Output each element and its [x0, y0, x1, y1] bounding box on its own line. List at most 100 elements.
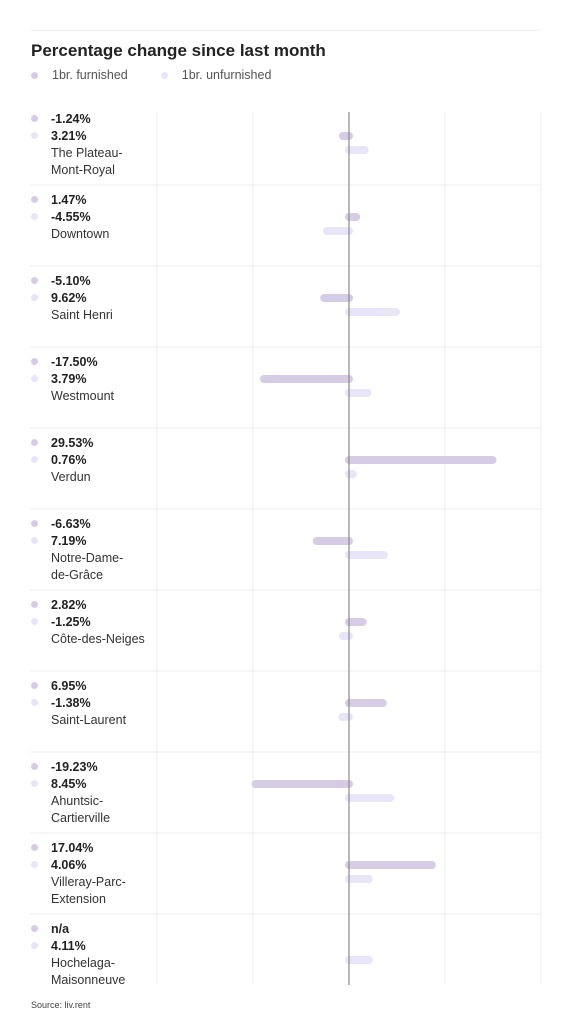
- category-row: 29.53% 0.76% Verdun: [31, 434, 156, 486]
- series-dot-unfurnished: [31, 699, 38, 706]
- bar-furnished: [259, 375, 353, 383]
- value-text: 4.11%: [51, 938, 86, 953]
- source-note: Source: liv.rent: [31, 1000, 91, 1010]
- legend-label-unfurnished: 1br. unfurnished: [181, 68, 272, 82]
- value-text: 2.82%: [51, 597, 87, 612]
- value-text: 9.62%: [51, 290, 87, 305]
- category-row: n/a 4.11% Hochelaga- Maisonneuve: [31, 920, 156, 989]
- category-label: Hochelaga- Maisonneuve: [51, 955, 156, 989]
- category-label: Ahuntsic- Cartierville: [51, 793, 156, 827]
- value-text: -19.23%: [51, 759, 98, 774]
- category-label: Villeray-Parc- Extension: [51, 874, 156, 908]
- category-row: 2.82% -1.25% Côte-des-Neiges: [31, 596, 156, 648]
- bar-unfurnished: [345, 956, 373, 964]
- category-label-line: Maisonneuve: [51, 973, 126, 987]
- value-text: -5.10%: [51, 273, 91, 288]
- category-row: -19.23% 8.45% Ahuntsic- Cartierville: [31, 758, 156, 827]
- value-label-unfurnished: -1.25%: [31, 613, 156, 630]
- value-label-unfurnished: 7.19%: [31, 532, 156, 549]
- value-text: 8.45%: [51, 776, 87, 791]
- series-dot-furnished: [31, 601, 38, 608]
- category-label: Saint-Laurent: [51, 712, 156, 729]
- value-text: -1.38%: [51, 695, 91, 710]
- category-label: Verdun: [51, 469, 156, 486]
- value-label-furnished: -1.24%: [31, 110, 156, 127]
- value-text: 6.95%: [51, 678, 87, 693]
- value-label-unfurnished: 8.45%: [31, 775, 156, 792]
- value-text: 7.19%: [51, 533, 87, 548]
- bar-unfurnished: [338, 713, 353, 721]
- value-text: -1.24%: [51, 111, 91, 126]
- series-dot-furnished: [31, 763, 38, 770]
- bar-furnished: [338, 132, 353, 140]
- value-label-furnished: 6.95%: [31, 677, 156, 694]
- bar-unfurnished: [345, 308, 400, 316]
- category-label-line: de-Grâce: [51, 568, 104, 582]
- category-label-line: Westmount: [51, 389, 114, 403]
- bar-furnished: [345, 456, 497, 464]
- legend-item-furnished: 1br. furnished: [31, 68, 128, 82]
- value-label-furnished: 17.04%: [31, 839, 156, 856]
- category-label-line: Saint-Laurent: [51, 713, 127, 727]
- value-label-unfurnished: 3.79%: [31, 370, 156, 387]
- category-row: 1.47% -4.55% Downtown: [31, 191, 156, 243]
- series-dot-furnished: [31, 439, 38, 446]
- category-label-line: Cartierville: [51, 811, 111, 825]
- series-dot-furnished: [31, 115, 38, 122]
- top-divider: [30, 30, 540, 31]
- category-label-line: Mont-Royal: [51, 163, 115, 177]
- bar-unfurnished: [345, 389, 372, 397]
- series-dot-unfurnished: [31, 132, 38, 139]
- value-text: 4.06%: [51, 857, 87, 872]
- category-label: Westmount: [51, 388, 156, 405]
- value-text: 0.76%: [51, 452, 87, 467]
- series-dot-furnished: [31, 682, 38, 689]
- series-dot-furnished: [31, 196, 38, 203]
- value-text: n/a: [51, 921, 70, 936]
- value-label-unfurnished: 4.11%: [31, 937, 156, 954]
- category-label-line: Extension: [51, 892, 106, 906]
- value-label-furnished: -6.63%: [31, 515, 156, 532]
- value-text: 3.79%: [51, 371, 87, 386]
- series-dot-unfurnished: [31, 375, 38, 382]
- series-dot-unfurnished: [31, 780, 38, 787]
- value-text: 1.47%: [51, 192, 87, 207]
- value-text: 29.53%: [51, 435, 94, 450]
- category-label-line: Ahuntsic-: [51, 794, 104, 808]
- series-dot-furnished: [31, 925, 38, 932]
- bar-furnished: [320, 294, 353, 302]
- legend-label-furnished: 1br. furnished: [52, 68, 128, 82]
- value-label-furnished: 29.53%: [31, 434, 156, 451]
- bar-furnished: [312, 537, 353, 545]
- value-label-unfurnished: -1.38%: [31, 694, 156, 711]
- value-label-unfurnished: 3.21%: [31, 127, 156, 144]
- value-label-furnished: -19.23%: [31, 758, 156, 775]
- value-text: -1.25%: [51, 614, 91, 629]
- series-dot-unfurnished: [31, 537, 38, 544]
- series-dot-unfurnished: [31, 213, 38, 220]
- value-label-furnished: -17.50%: [31, 353, 156, 370]
- value-label-unfurnished: -4.55%: [31, 208, 156, 225]
- value-text: -17.50%: [51, 354, 98, 369]
- category-label: Saint Henri: [51, 307, 156, 324]
- series-dot-furnished: [31, 844, 38, 851]
- category-row: 17.04% 4.06% Villeray-Parc- Extension: [31, 839, 156, 908]
- value-text: 3.21%: [51, 128, 87, 143]
- category-label-line: Saint Henri: [51, 308, 113, 322]
- category-row: -5.10% 9.62% Saint Henri: [31, 272, 156, 324]
- bar-unfurnished: [345, 794, 395, 802]
- bar-unfurnished: [345, 551, 388, 559]
- legend-item-unfurnished: 1br. unfurnished: [160, 68, 272, 82]
- bar-unfurnished: [345, 470, 357, 478]
- bar-furnished: [251, 780, 353, 788]
- bar-unfurnished: [345, 875, 373, 883]
- series-dot-furnished: [31, 277, 38, 284]
- value-text: -4.55%: [51, 209, 91, 224]
- value-label-furnished: 2.82%: [31, 596, 156, 613]
- value-text: -6.63%: [51, 516, 91, 531]
- series-dot-furnished: [31, 358, 38, 365]
- category-label: Notre-Dame-de-Grâce: [51, 550, 156, 584]
- category-label-line: Downtown: [51, 227, 110, 241]
- category-label-line: Côte-des-Neiges: [51, 632, 145, 646]
